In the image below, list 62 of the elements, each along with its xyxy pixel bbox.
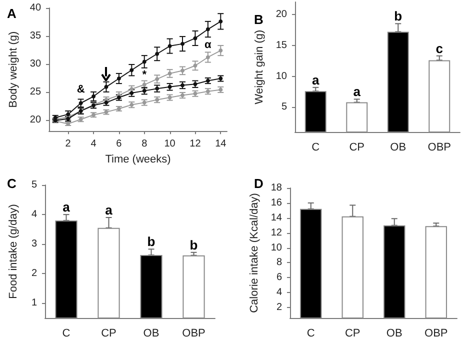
y-tick-label: 10 [276, 70, 288, 82]
x-tick-label: OB [143, 328, 160, 339]
y-tick-label: 12 [270, 227, 282, 238]
annotation: & [76, 83, 85, 96]
y-tick-label: 16 [270, 197, 282, 208]
x-tick-label: OB [390, 142, 406, 154]
x-tick-label: OBP [182, 328, 206, 339]
x-tick-label: CP [101, 328, 116, 339]
y-tick-label: 5 [31, 180, 38, 190]
annotation: a [105, 202, 114, 218]
annotation: b [147, 234, 156, 250]
y-tick-label: 35 [30, 30, 42, 42]
y-axis-title: Calorie intake (Kcal/day) [248, 193, 260, 313]
y-tick-label: 3 [31, 238, 38, 250]
y-tick-label: 8 [276, 257, 282, 268]
chart-title: C [7, 176, 17, 191]
chart-title: D [254, 176, 264, 191]
y-axis-title: Body weight (g) [8, 31, 20, 108]
y-tick-label: 2 [31, 268, 38, 280]
y-tick-label: 20 [276, 8, 288, 20]
x-axis-title: Time (weeks) [105, 154, 171, 166]
x-tick-label: C [62, 328, 70, 339]
y-tick-label: 4 [276, 287, 282, 298]
y-tick-label: 40 [30, 2, 42, 14]
x-tick-label: OB [386, 328, 402, 339]
annotation: c [436, 40, 443, 56]
y-tick-label: 14 [270, 212, 282, 224]
x-tick-label: 4 [90, 138, 97, 150]
x-tick-label: CP [344, 328, 360, 339]
y-tick-label: 25 [30, 86, 42, 98]
y-tick-label: 10 [270, 242, 282, 254]
y-tick-label: 1 [31, 298, 38, 309]
y-tick-label: 5 [281, 102, 288, 113]
x-tick-label: 6 [116, 138, 122, 150]
text: B [254, 12, 264, 27]
annotation: α [204, 39, 212, 52]
y-axis-title: Weight gain (g) [253, 30, 266, 104]
y-tick-label: 15 [276, 40, 288, 51]
annotation: * [142, 68, 148, 81]
y-tick-label: 18 [270, 182, 282, 194]
x-tick-label: 2 [65, 138, 72, 150]
annotation: b [394, 8, 402, 24]
x-tick-label: C [306, 328, 315, 339]
x-tick-label: 10 [164, 138, 176, 150]
annotation: a [353, 84, 362, 100]
y-tick-label: 20 [30, 114, 42, 126]
x-tick-label: OBP [428, 142, 451, 154]
x-tick-label: OBP [424, 328, 448, 339]
y-axis-title: Food intake (g/day) [8, 204, 20, 299]
y-tick-label: 6 [276, 272, 282, 284]
annotation: a [312, 72, 320, 88]
y-tick-label: 4 [31, 209, 38, 220]
annotation: a [62, 200, 71, 215]
annotation: b [190, 237, 198, 252]
x-tick-label: C [312, 142, 320, 154]
y-tick-label: 30 [30, 58, 42, 70]
x-tick-label: 12 [190, 138, 202, 150]
x-tick-label: CP [349, 142, 365, 154]
chart-title: A [7, 6, 17, 21]
y-tick-label: 2 [276, 302, 282, 314]
x-tick-label: 8 [142, 138, 148, 150]
x-tick-label: 14 [215, 138, 227, 150]
